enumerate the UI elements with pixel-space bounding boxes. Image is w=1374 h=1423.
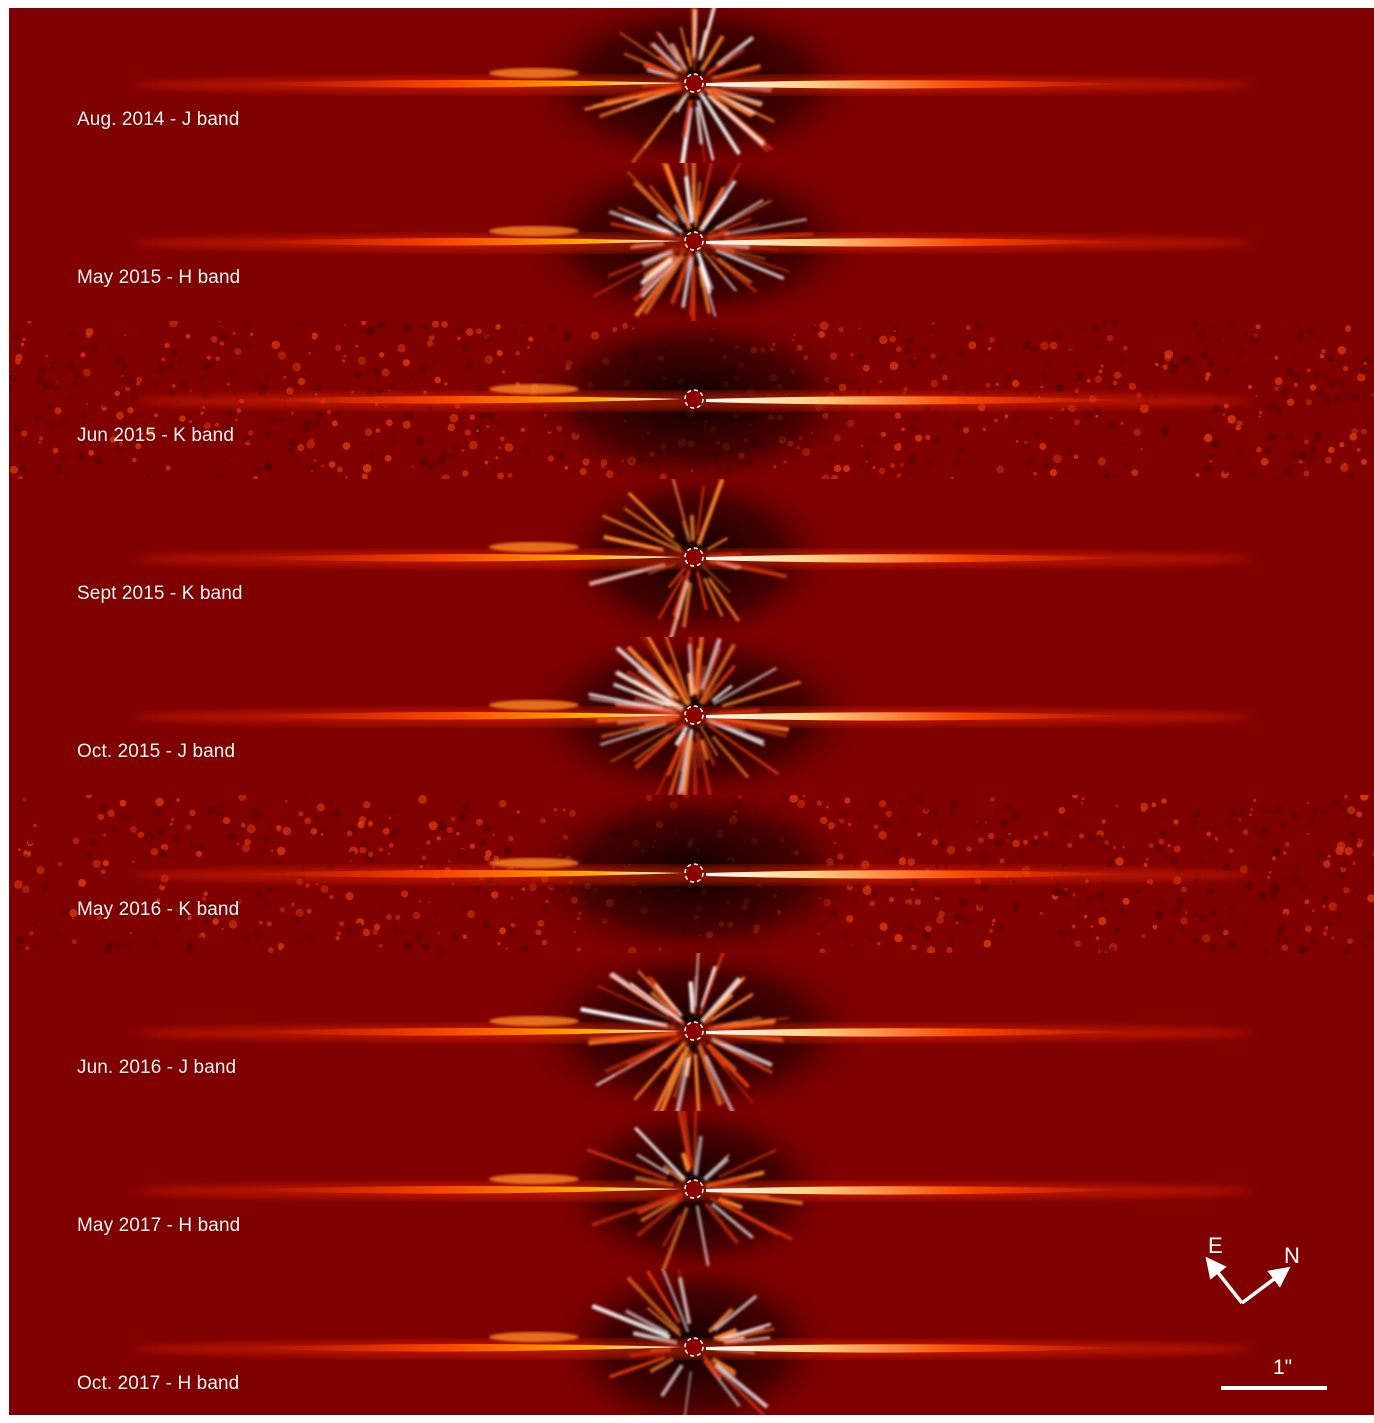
epoch-panel: Oct. 2017 - H band [9,1269,1374,1415]
tick-mark [1165,1417,1168,1423]
coronagraph-mask [684,389,704,409]
disk-left-arm [249,712,682,720]
tick-mark [1218,1417,1221,1423]
tick-mark [481,1417,484,1423]
compass-north-label: N [1284,1243,1300,1268]
disk-ripple-feature [489,1332,579,1342]
epoch-label: May 2015 - H band [77,267,241,288]
epoch-label: Oct. 2017 - H band [77,1373,240,1394]
disk-ripple-feature [489,68,579,78]
disk-image [134,8,1254,163]
epoch-panel: May 2015 - H band [9,163,1374,321]
disk-right-arm [706,1028,1139,1037]
tick-mark [1060,1417,1063,1423]
disk-image [134,1269,1254,1415]
disk-left-arm [249,554,682,562]
coronagraph-mask [684,547,704,567]
disk-image [134,479,1254,637]
coronagraph-mask [684,73,704,93]
tick-mark [376,1417,379,1423]
epoch-panel: Sept 2015 - K band [9,479,1374,637]
tick-mark [639,1417,642,1423]
coronagraph-mask [684,1337,704,1357]
disk-ripple-feature [489,1016,579,1026]
disk-left-arm [249,870,682,878]
scale-bar-label: 1" [1273,1356,1293,1379]
compass-east-label: E [1208,1233,1223,1258]
disk-image [134,953,1254,1111]
compass-arrows [1205,1256,1291,1305]
tick-mark [744,1417,747,1423]
epoch-label: May 2017 - H band [77,1215,241,1236]
tick-mark [429,1417,432,1423]
coronagraph-mask [684,705,704,725]
disk-right-arm [706,238,1139,247]
tick-mark [955,1417,958,1423]
disk-image [134,1111,1254,1269]
epoch-panel: May 2017 - H band [9,1111,1374,1269]
disk-left-arm [249,80,682,88]
coronagraph-mask [684,1179,704,1199]
disk-left-arm [249,1028,682,1036]
disk-ripple-feature [489,542,579,552]
disk-ripple-feature [489,858,579,868]
disk-right-arm [706,80,1139,89]
disk-ripple-feature [489,226,579,236]
tick-mark [902,1417,905,1423]
tick-mark [1323,1417,1326,1423]
tick-mark [166,1417,169,1423]
disk-image [134,163,1254,321]
disk-image [9,321,1374,479]
tick-mark [1113,1417,1115,1423]
tick-mark [797,1417,800,1423]
epoch-label: Jun. 2016 - J band [77,1057,237,1078]
epoch-panel: Jun 2015 - K band [9,321,1374,479]
compass-rose: E N [1200,1233,1310,1310]
epoch-panel: Jun. 2016 - J band [9,953,1374,1111]
tick-mark [218,1417,221,1423]
tick-mark [324,1417,326,1423]
coronagraph-mask [684,863,704,883]
disk-right-arm [706,396,1139,405]
tick-mark [692,1417,695,1423]
disk-right-arm [706,870,1139,879]
tick-mark [113,1417,116,1423]
disk-image [134,637,1254,795]
speckle-rays [591,1269,775,1415]
disk-right-arm [706,1186,1139,1195]
disk-ripple-feature [489,1174,579,1184]
bottom-tick-marks [0,1417,1374,1423]
epoch-panel: Aug. 2014 - J band [9,8,1374,163]
tick-mark [534,1417,537,1423]
disk-ripple-feature [489,384,579,394]
tick-mark [61,1417,63,1423]
disk-right-arm [706,554,1139,563]
epoch-panel: May 2016 - K band [9,795,1374,953]
tick-mark [1007,1417,1010,1423]
epoch-label: Jun 2015 - K band [77,425,234,446]
tick-mark [587,1417,589,1423]
epoch-label: Aug. 2014 - J band [77,109,240,130]
tick-mark [850,1417,852,1423]
coronagraph-mask [684,231,704,251]
disk-left-arm [249,1186,682,1194]
tick-mark [1270,1417,1273,1423]
disk-image [13,795,1374,953]
disk-left-arm [249,1344,682,1352]
epoch-panel: Oct. 2015 - J band [9,637,1374,795]
tick-mark [271,1417,274,1423]
disk-left-arm [249,396,682,404]
coronagraph-mask [684,1021,704,1041]
epoch-label: Oct. 2015 - J band [77,741,236,762]
epoch-label: Sept 2015 - K band [77,583,243,604]
disk-right-arm [706,1344,1139,1353]
disk-ripple-feature [489,700,579,710]
epoch-label: May 2016 - K band [77,899,240,920]
disk-right-arm [706,712,1139,721]
scale-bar [1221,1386,1327,1390]
disk-left-arm [249,238,682,246]
